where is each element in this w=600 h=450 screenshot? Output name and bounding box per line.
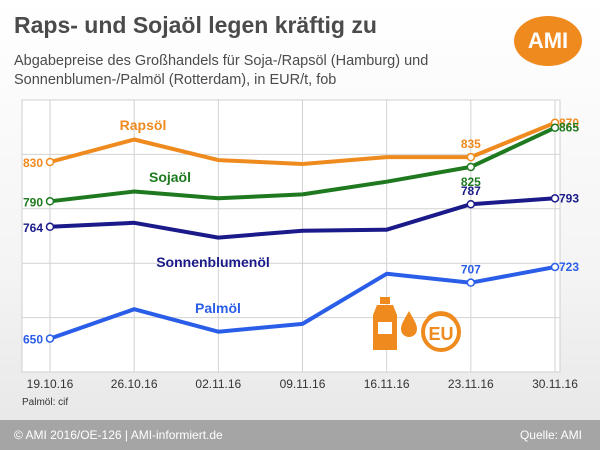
data-label: 650 [23,333,43,347]
data-label: 830 [23,156,43,170]
copyright-text: © AMI 2016/OE-126 | AMI-informiert.de [14,428,223,442]
series-name-label: Sojaöl [149,169,191,185]
data-label: 793 [559,191,579,205]
series-name-label: Palmöl [195,300,241,316]
bottle-icon [373,297,397,350]
eu-badge-icon: EU [421,311,461,352]
data-label: 707 [461,263,481,277]
x-tick-label: 26.10.16 [111,377,158,391]
oil-drop-icon [401,311,417,337]
data-point [466,278,476,287]
x-tick-label: 23.11.16 [448,377,494,391]
data-point [45,222,55,232]
data-label: 764 [23,221,43,235]
data-point [466,162,476,172]
data-point [45,334,55,343]
data-label: 865 [559,121,579,135]
data-label: 790 [23,195,43,209]
data-point [550,262,560,272]
data-point [45,157,55,167]
x-tick-label: 30.11.16 [532,377,578,391]
data-label: 787 [461,184,481,198]
data-point [45,197,55,206]
bottle-cap [380,297,390,304]
data-point [466,152,476,162]
line-chart: 19.10.16 26.10.16 02.11.16 09.11.16 16.11.16… [21,99,579,391]
x-tick-label: 09.11.16 [280,377,326,391]
series-name-label: Sonnenblumenöl [156,254,270,270]
eu-badge-text: EU [428,324,453,344]
data-label: 723 [559,260,579,274]
chart-subtitle: Abgabepreise des Großhandels für Soja-/R… [14,53,429,88]
data-point [466,199,476,209]
x-tick-label: 16.11.16 [364,377,410,391]
footer-bar: © AMI 2016/OE-126 | AMI-informiert.de Qu… [0,420,600,450]
x-tick-label: 02.11.16 [195,377,241,391]
ami-logo: AMI [514,16,582,66]
data-label: 870 [559,116,579,130]
oil-icon-group: EU [373,297,461,352]
page-title: Raps- und Sojaöl legen kräftig zu [14,12,377,38]
data-point [550,194,560,203]
data-point [550,123,560,132]
data-label: 825 [461,175,481,189]
footnote: Palmöl: cif [22,397,69,408]
data-label: 835 [461,137,481,151]
x-tick-label: 19.10.16 [27,377,74,391]
eu-badge-arc [426,311,458,322]
source-text: Quelle: AMI [519,428,582,442]
series-name-label: Rapsöl [120,117,167,133]
bottle-label [378,322,392,334]
